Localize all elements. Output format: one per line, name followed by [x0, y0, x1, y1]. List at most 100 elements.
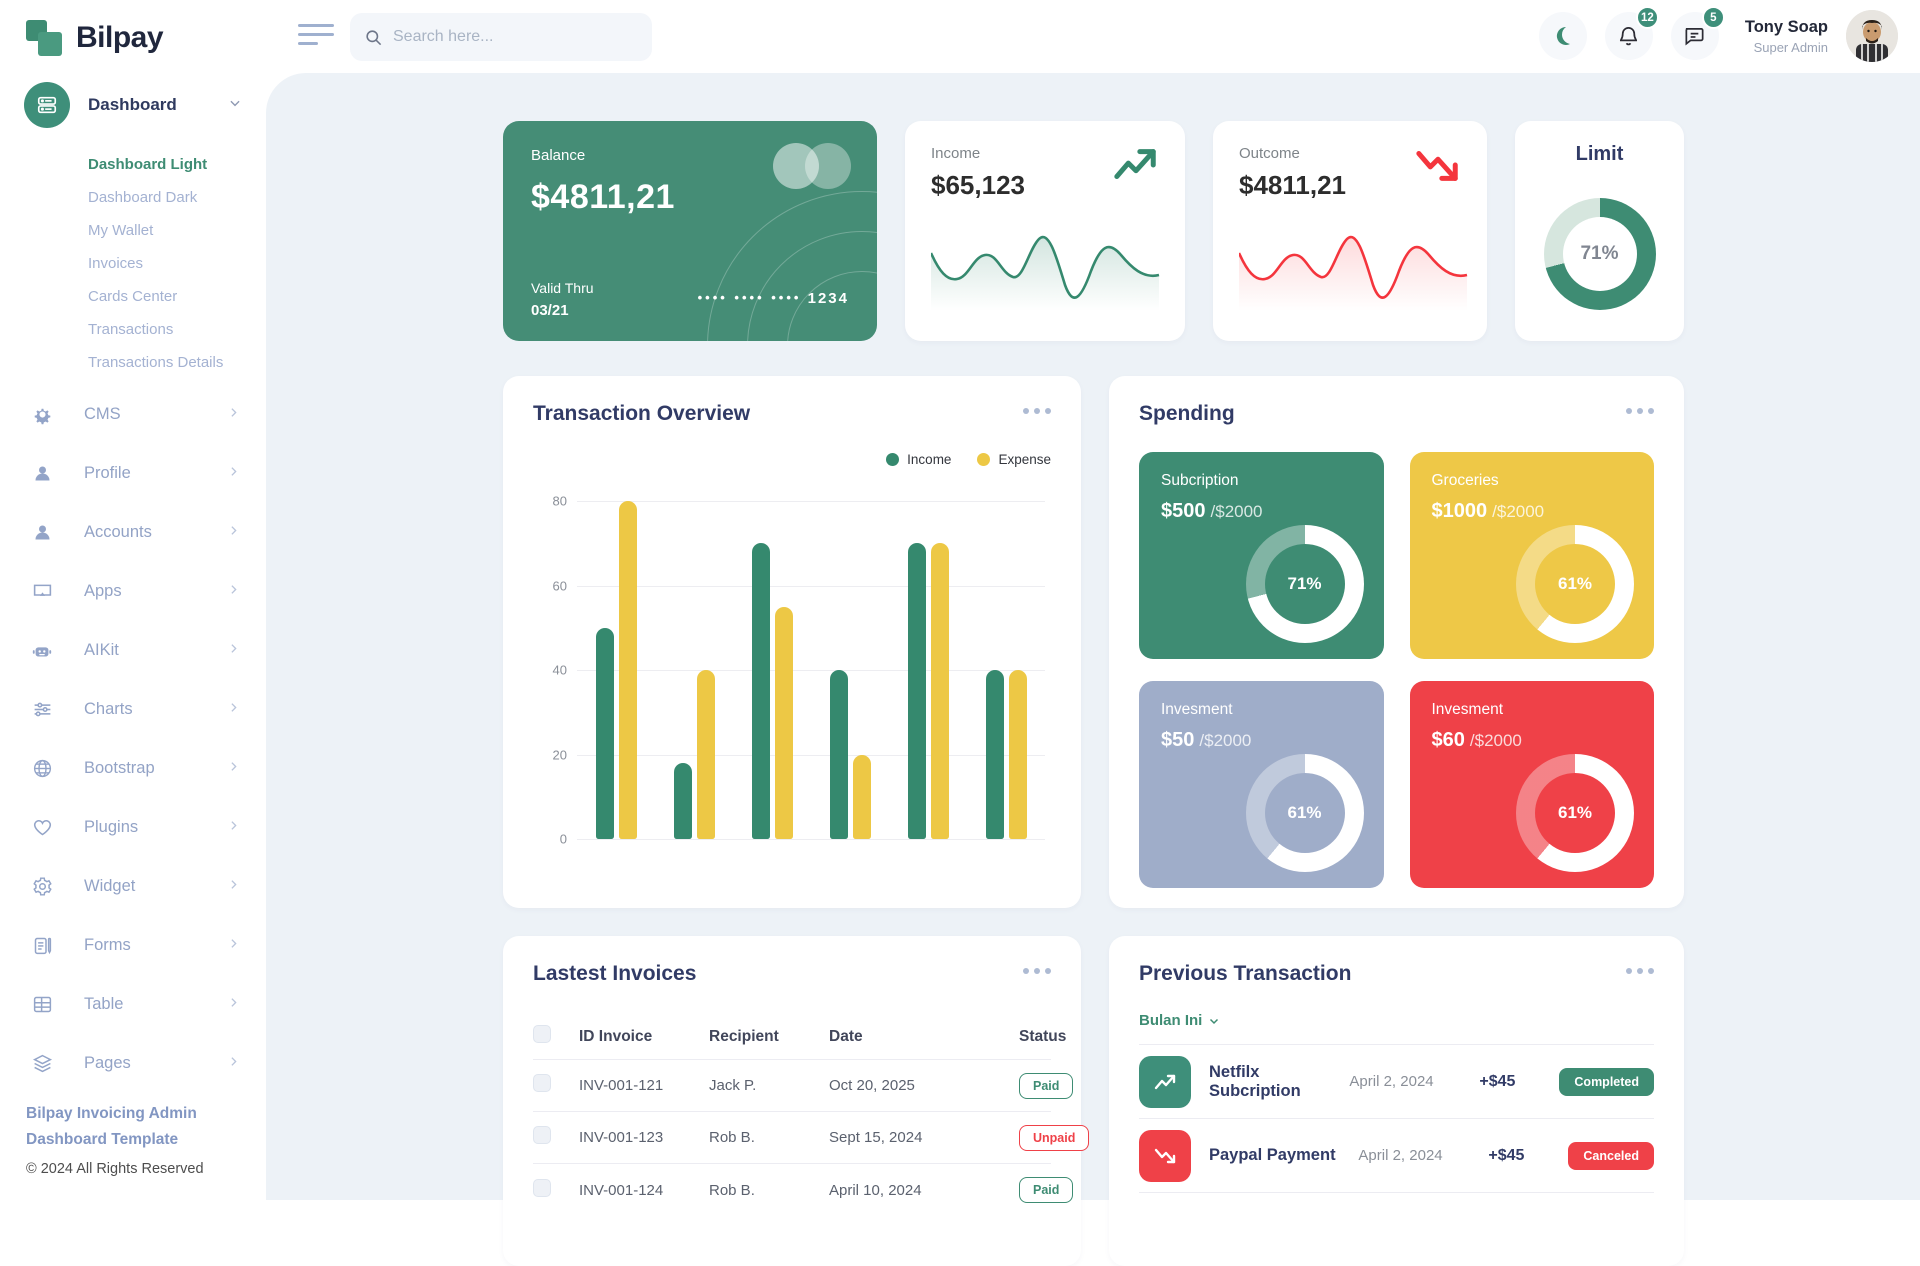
sidebar-item-label: Widget: [84, 877, 227, 896]
chevron-right-icon: [227, 701, 240, 719]
legend-item-income: Income: [886, 452, 951, 467]
bar-expense: [1009, 670, 1027, 839]
dashboard-submenu: Dashboard Light Dashboard Dark My Wallet…: [0, 148, 266, 379]
spending-tile-groceries[interactable]: Groceries $1000 /$2000 61%: [1410, 452, 1655, 659]
limit-card: Limit 71%: [1515, 121, 1684, 341]
sidebar-item-pages[interactable]: Pages: [0, 1034, 266, 1093]
main-content: Balance $4811,21 Valid Thru 03/21 •••• •…: [266, 73, 1920, 1200]
tile-label: Groceries: [1432, 472, 1633, 490]
messages-button[interactable]: 5: [1671, 12, 1719, 60]
user-role: Super Admin: [1745, 40, 1828, 55]
status-badge: Canceled: [1568, 1142, 1654, 1170]
invoice-recipient: Rob B.: [709, 1129, 829, 1146]
sidebar-item-cms[interactable]: CMS: [0, 385, 266, 444]
tile-label: Invesment: [1432, 701, 1633, 719]
period-filter-dropdown[interactable]: Bulan Ini: [1139, 1012, 1220, 1029]
more-options-button[interactable]: [1023, 408, 1051, 414]
sidebar-item-apps[interactable]: Apps: [0, 562, 266, 621]
bar-income: [908, 543, 926, 839]
sidebar-item-label: Pages: [84, 1054, 227, 1073]
sidebar-subitem-transactions[interactable]: Transactions: [0, 313, 266, 346]
spending-tiles: Subcription $500 /$2000 71% Groceries $1…: [1139, 452, 1654, 888]
avatar[interactable]: [1846, 10, 1898, 62]
row-checkbox[interactable]: [533, 1074, 551, 1092]
column-header-id: ID Invoice: [579, 1028, 709, 1046]
tile-gauge: 61%: [1516, 754, 1634, 872]
transaction-date: April 2, 2024: [1349, 1073, 1479, 1090]
sidebar-subitem-my-wallet[interactable]: My Wallet: [0, 214, 266, 247]
pages-icon: [30, 1053, 54, 1074]
column-header-recipient: Recipient: [709, 1028, 829, 1046]
sidebar-item-label: Bootstrap: [84, 759, 227, 778]
spending-tile-invesment[interactable]: Invesment $50 /$2000 61%: [1139, 681, 1384, 888]
spending-tile-subcription[interactable]: Subcription $500 /$2000 71%: [1139, 452, 1384, 659]
moon-icon: [1551, 24, 1575, 48]
spending-tile-invesment[interactable]: Invesment $60 /$2000 61%: [1410, 681, 1655, 888]
status-badge: Paid: [1019, 1073, 1073, 1099]
sidebar-item-plugins[interactable]: Plugins: [0, 798, 266, 857]
footer-line1: Bilpay Invoicing Admin: [26, 1101, 204, 1127]
sidebar-item-bootstrap[interactable]: Bootstrap: [0, 739, 266, 798]
user-info[interactable]: Tony Soap Super Admin: [1745, 18, 1828, 55]
chevron-down-icon: [228, 96, 242, 115]
row-checkbox[interactable]: [533, 1179, 551, 1197]
row-checkbox[interactable]: [533, 1126, 551, 1144]
sidebar-item-label: Forms: [84, 936, 227, 955]
footer-line2: Dashboard Template: [26, 1127, 204, 1153]
charts-icon: [30, 699, 54, 720]
invoice-date: Oct 20, 2025: [829, 1077, 1019, 1094]
notifications-button[interactable]: 12: [1605, 12, 1653, 60]
sidebar-subitem-invoices[interactable]: Invoices: [0, 247, 266, 280]
previous-transaction-panel: Previous Transaction Bulan Ini Netfilx S…: [1109, 936, 1684, 1266]
trend-down-icon: [1139, 1130, 1191, 1182]
table-header-row: ID Invoice Recipient Date Status: [533, 1014, 1051, 1060]
more-options-button[interactable]: [1023, 968, 1051, 974]
search-input[interactable]: [393, 28, 633, 46]
chevron-right-icon: [227, 1055, 240, 1073]
panel-title: Lastest Invoices: [533, 962, 1051, 986]
profile-icon: [30, 463, 54, 484]
chevron-right-icon: [227, 819, 240, 837]
transaction-name: Paypal Payment: [1209, 1146, 1358, 1165]
sidebar-item-label: AIKit: [84, 641, 227, 660]
sidebar-item-dashboard[interactable]: Dashboard: [0, 76, 266, 134]
sidebar-item-widget[interactable]: Widget: [0, 857, 266, 916]
tile-label: Subcription: [1161, 472, 1362, 490]
menu-toggle-button[interactable]: [298, 24, 336, 45]
sidebar-subitem-cards-center[interactable]: Cards Center: [0, 280, 266, 313]
sidebar-subitem-dashboard-light[interactable]: Dashboard Light: [0, 148, 266, 181]
dark-mode-toggle[interactable]: [1539, 12, 1587, 60]
sidebar-item-aikit[interactable]: AIKit: [0, 621, 266, 680]
bar-group: [752, 501, 793, 839]
bar-income: [752, 543, 770, 839]
more-options-button[interactable]: [1626, 968, 1654, 974]
more-options-button[interactable]: [1626, 408, 1654, 414]
invoice-date: April 10, 2024: [829, 1182, 1019, 1199]
y-tick-label: 80: [533, 494, 567, 509]
sidebar-item-table[interactable]: Table: [0, 975, 266, 1034]
brand-logo[interactable]: Bilpay: [0, 0, 266, 56]
transaction-amount: +$45: [1488, 1147, 1568, 1165]
select-all-checkbox[interactable]: [533, 1025, 551, 1043]
notification-badge: 12: [1636, 6, 1659, 29]
sidebar-item-label: CMS: [84, 405, 227, 424]
sidebar-item-label: Plugins: [84, 818, 227, 837]
trend-down-icon: [1415, 145, 1461, 185]
message-badge: 5: [1702, 6, 1725, 29]
sidebar-subitem-transactions-details[interactable]: Transactions Details: [0, 346, 266, 379]
transaction-row: Paypal Payment April 2, 2024 +$45 Cancel…: [1139, 1119, 1654, 1193]
tile-total: /$2000: [1211, 502, 1263, 521]
card-number: •••• •••• •••• 1234: [698, 290, 849, 307]
sidebar-item-charts[interactable]: Charts: [0, 680, 266, 739]
tile-gauge: 71%: [1246, 525, 1364, 643]
legend-item-expense: Expense: [977, 452, 1051, 467]
sidebar-subitem-dashboard-dark[interactable]: Dashboard Dark: [0, 181, 266, 214]
sidebar-item-forms[interactable]: Forms: [0, 916, 266, 975]
sidebar-item-accounts[interactable]: Accounts: [0, 503, 266, 562]
valid-thru-label: Valid Thru: [531, 280, 594, 296]
sidebar-item-profile[interactable]: Profile: [0, 444, 266, 503]
sidebar: Bilpay Dashboard Dashboard Light Dashboa…: [0, 0, 266, 1200]
chart-legend: Income Expense: [533, 452, 1051, 467]
sidebar-section-items: CMS Profile Accounts Apps AIKit Charts B…: [0, 385, 266, 1093]
transaction-row: Netfilx Subcription April 2, 2024 +$45 C…: [1139, 1045, 1654, 1119]
